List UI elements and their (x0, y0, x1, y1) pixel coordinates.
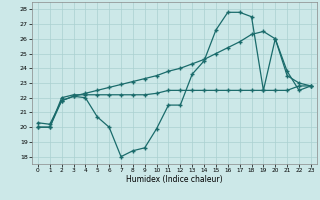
X-axis label: Humidex (Indice chaleur): Humidex (Indice chaleur) (126, 175, 223, 184)
